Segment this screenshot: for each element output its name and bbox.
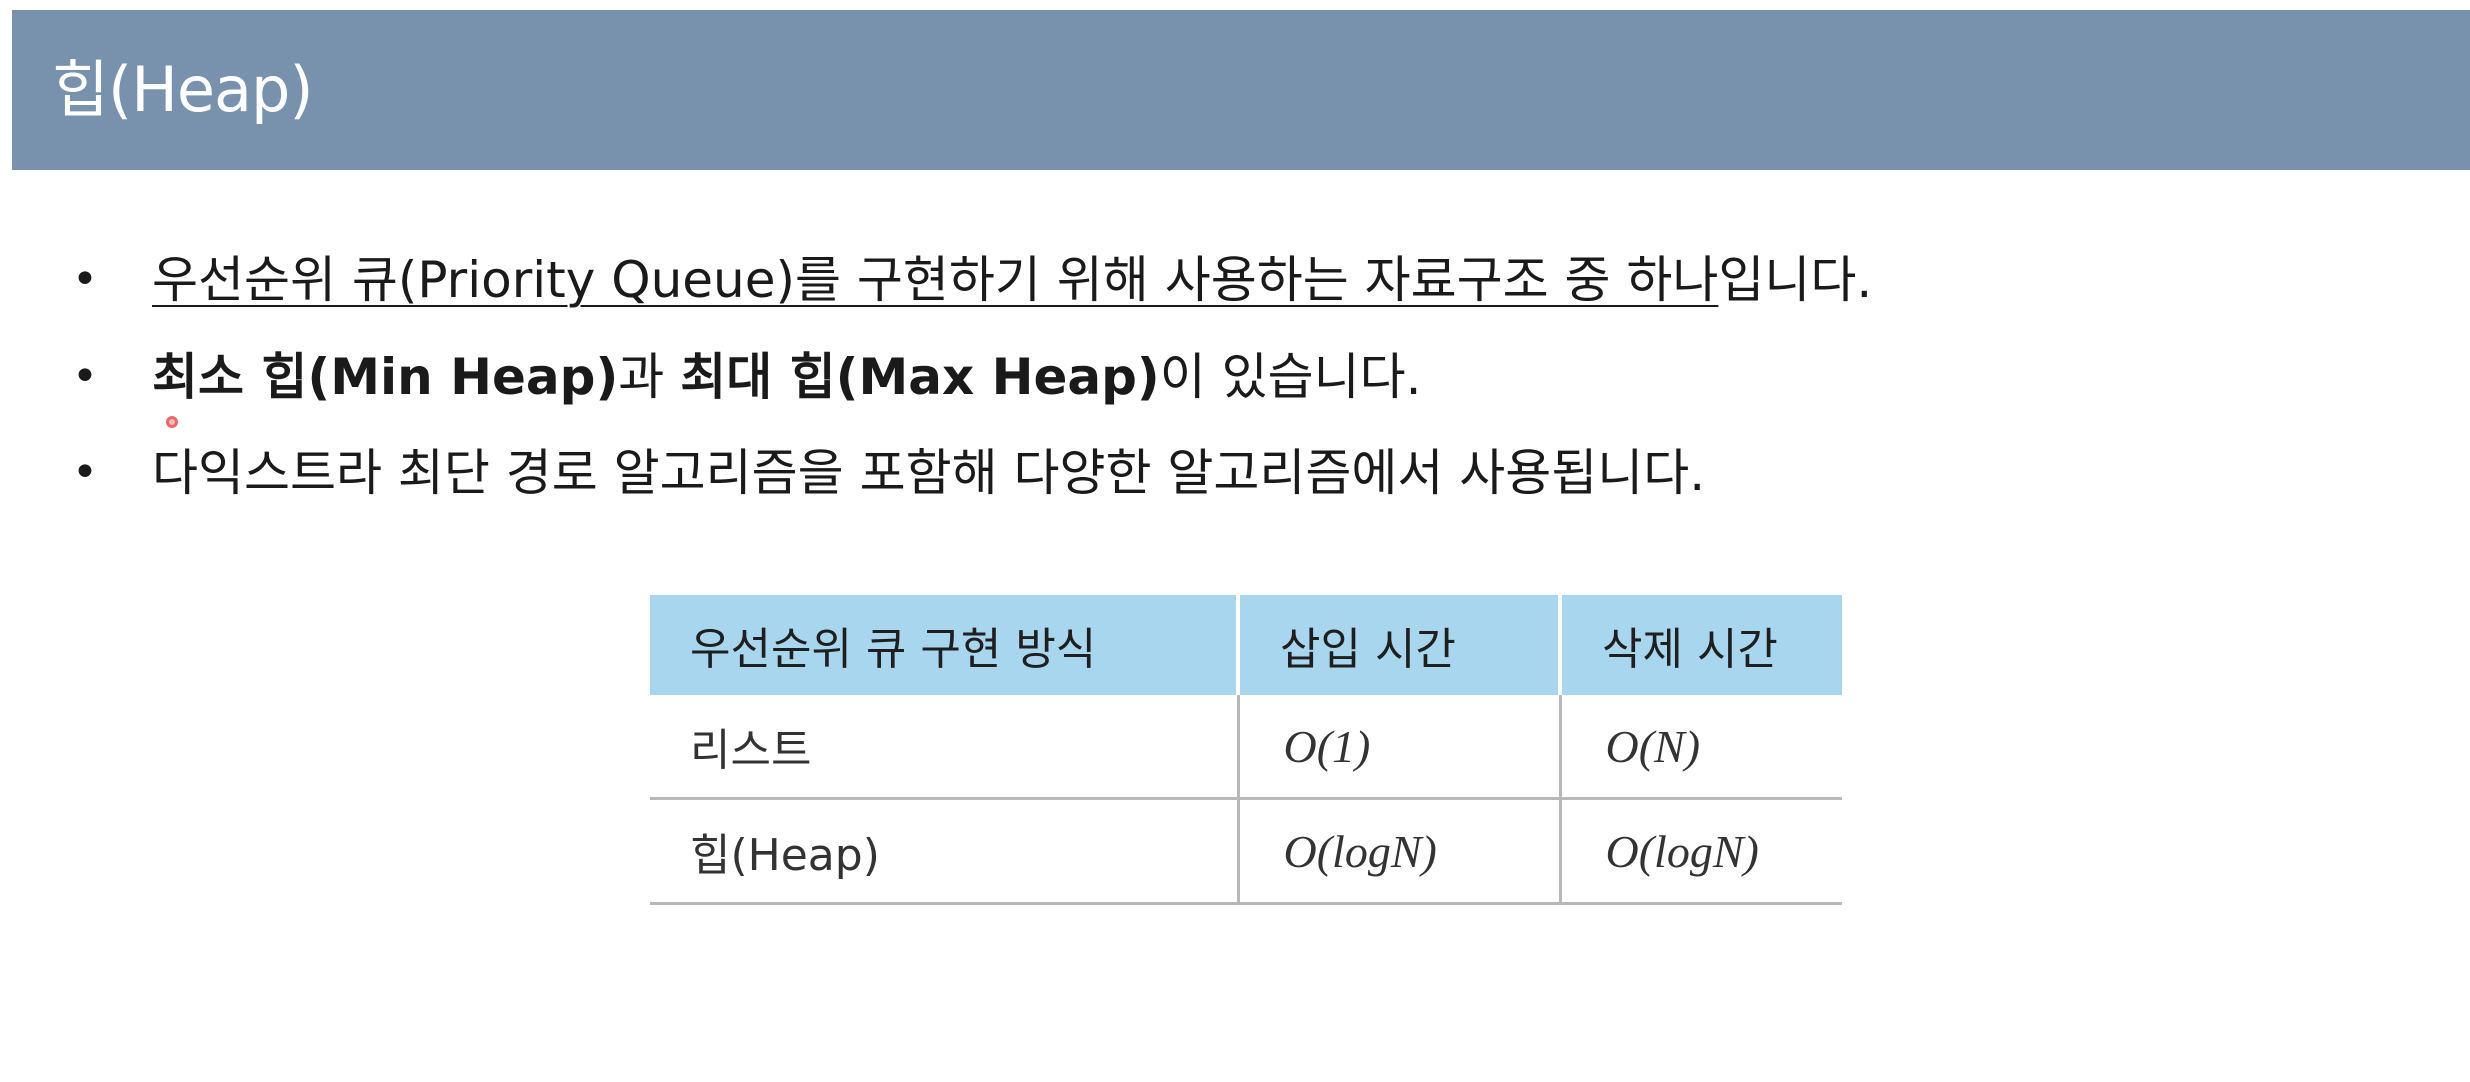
pointer-indicator bbox=[166, 416, 178, 428]
bullet-text-tail: 이 있습니다. bbox=[1159, 348, 1422, 406]
table-cell-method: 힙(Heap) bbox=[650, 798, 1238, 905]
bullet-text: 다익스트라 최단 경로 알고리즘을 포함해 다양한 알고리즘에서 사용됩니다. bbox=[152, 444, 1706, 502]
column-header-insert-time: 삽입 시간 bbox=[1236, 595, 1560, 695]
underlined-phrase: 우선순위 큐(Priority Queue)를 구현하기 위해 사용하는 자료구… bbox=[152, 251, 1719, 309]
table-header-row: 우선순위 큐 구현 방식 삽입 시간 삭제 시간 bbox=[650, 595, 1842, 695]
bullet-item-heap-types: • 최소 힙(Min Heap)과 최대 힙(Max Heap)이 있습니다. bbox=[0, 342, 2400, 412]
max-heap-term: 최대 힙(Max Heap) bbox=[680, 348, 1160, 406]
bullet-marker: • bbox=[72, 351, 98, 402]
bullet-text: 우선순위 큐(Priority Queue)를 구현하기 위해 사용하는 자료구… bbox=[152, 245, 1872, 315]
bullet-marker: • bbox=[72, 447, 98, 498]
bullet-text-tail: 입니다. bbox=[1718, 251, 1873, 309]
title-bar: 힙(Heap) bbox=[12, 10, 2470, 170]
bullet-text-connector: 과 bbox=[618, 348, 681, 406]
bullet-item-priority-queue: • 우선순위 큐(Priority Queue)를 구현하기 위해 사용하는 자… bbox=[0, 245, 2400, 315]
table-row: 리스트 O(1) O(N) bbox=[650, 695, 1842, 800]
table-cell-delete-time: O(logN) bbox=[1558, 798, 1842, 905]
bullet-item-usage: • 다익스트라 최단 경로 알고리즘을 포함해 다양한 알고리즘에서 사용됩니다… bbox=[0, 438, 2400, 508]
bullet-text: 최소 힙(Min Heap)과 최대 힙(Max Heap)이 있습니다. bbox=[152, 342, 1422, 412]
table-cell-insert-time: O(logN) bbox=[1236, 798, 1560, 905]
table-cell-insert-time: O(1) bbox=[1236, 695, 1560, 800]
table-row: 힙(Heap) O(logN) O(logN) bbox=[650, 798, 1842, 905]
table-cell-delete-time: O(N) bbox=[1558, 695, 1842, 800]
complexity-table: 우선순위 큐 구현 방식 삽입 시간 삭제 시간 리스트 O(1) O(N) 힙… bbox=[650, 595, 1842, 905]
table-cell-method: 리스트 bbox=[650, 695, 1238, 800]
column-header-method: 우선순위 큐 구현 방식 bbox=[650, 595, 1238, 695]
slide-title: 힙(Heap) bbox=[52, 53, 314, 126]
column-header-delete-time: 삭제 시간 bbox=[1558, 595, 1842, 695]
min-heap-term: 최소 힙(Min Heap) bbox=[152, 348, 619, 406]
bullet-marker: • bbox=[72, 254, 98, 305]
